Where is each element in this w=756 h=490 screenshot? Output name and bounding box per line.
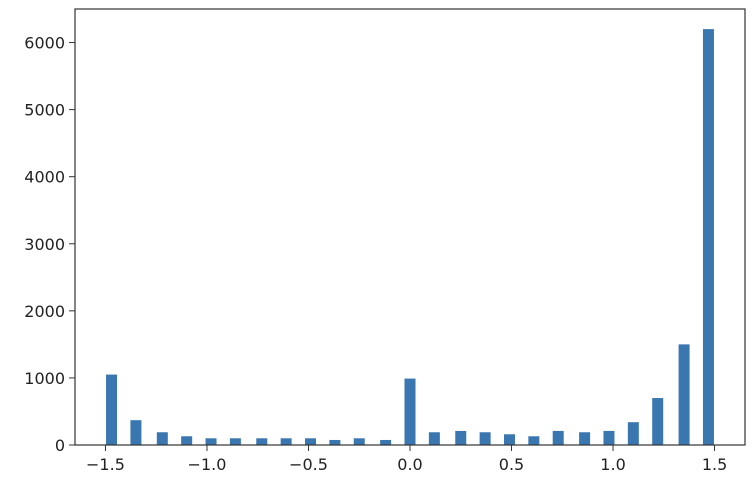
x-axis-ticks: −1.5 −1.0 −0.5 0.0 0.5 1.0 1.5: [86, 445, 727, 474]
histogram-bar: [652, 398, 664, 445]
histogram-bar: [479, 432, 491, 445]
histogram-bar: [552, 430, 564, 445]
histogram-bar: [455, 430, 467, 445]
x-tick-label: −0.5: [289, 455, 328, 474]
histogram-bar: [280, 438, 292, 445]
histogram-bar: [603, 430, 615, 445]
y-tick-label: 5000: [24, 101, 65, 120]
y-tick-label: 3000: [24, 235, 65, 254]
histogram-bar: [528, 436, 540, 445]
y-axis-ticks: 0 1000 2000 3000 4000 5000 6000: [24, 34, 75, 455]
histogram-bar: [305, 438, 317, 445]
histogram-bar: [156, 432, 168, 445]
histogram-bar: [503, 434, 515, 445]
histogram-bar: [205, 438, 217, 445]
histogram-bar: [181, 436, 193, 445]
histogram-bar: [702, 29, 714, 445]
histogram-bar: [353, 438, 365, 445]
x-tick-label: 1.5: [702, 455, 727, 474]
y-tick-label: 0: [55, 436, 65, 455]
histogram-bar: [627, 422, 639, 445]
histogram-bar: [579, 432, 591, 445]
histogram-bar: [404, 378, 416, 445]
bars-group: [106, 29, 714, 445]
x-tick-label: −1.5: [86, 455, 125, 474]
x-tick-label: 1.0: [600, 455, 625, 474]
y-tick-label: 6000: [24, 34, 65, 53]
histogram-bar: [329, 439, 341, 445]
histogram-bar: [130, 420, 142, 445]
y-tick-label: 1000: [24, 369, 65, 388]
histogram-bar: [256, 438, 268, 445]
x-tick-label: 0.5: [499, 455, 524, 474]
x-tick-label: 0.0: [397, 455, 422, 474]
histogram-bar: [428, 432, 440, 445]
x-tick-label: −1.0: [188, 455, 227, 474]
histogram-bar: [678, 344, 690, 445]
y-tick-label: 4000: [24, 168, 65, 187]
histogram-bar: [106, 374, 118, 445]
histogram-bar: [380, 439, 392, 445]
plot-frame: [74, 8, 746, 446]
histogram-bar: [229, 438, 241, 445]
y-tick-label: 2000: [24, 302, 65, 321]
